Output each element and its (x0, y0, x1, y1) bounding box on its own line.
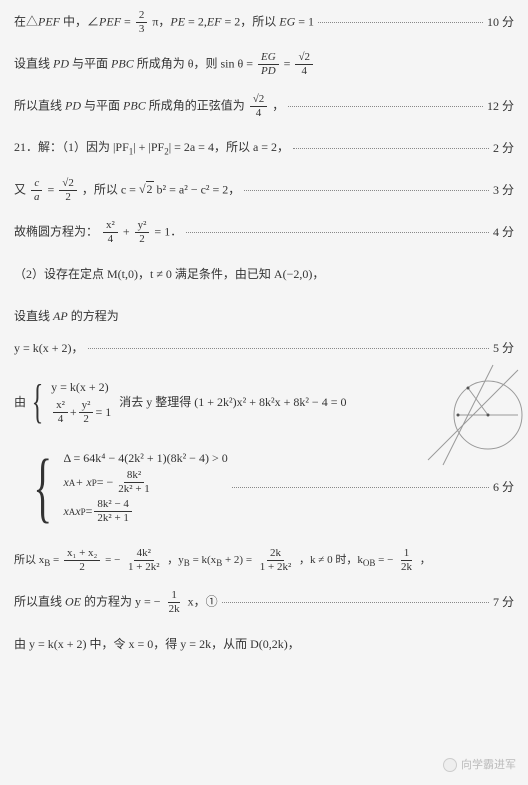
score-label: 4 分 (493, 224, 514, 241)
text: 21．解：（1）因为 |PF1| + |PF2| = 2a = 4，所以 a =… (14, 139, 289, 158)
step-line: 所以直线 PD 与平面 PBC 所成角的正弦值为 √24 ， 12 分 (14, 92, 514, 120)
step-line: 在△PEF 中，∠PEF = 23 π，PE = 2,EF = 2，所以 EG … (14, 8, 514, 36)
watermark: 向学霸进军 (443, 758, 516, 773)
score-label: 6 分 (493, 479, 514, 496)
step-line: 所以 xB = x₁ + x₂2 = − 4k²1 + 2k² ，yB = k(… (14, 546, 514, 574)
score-label: 10 分 (487, 14, 514, 31)
text: （2）设存在定点 M(t,0)，t ≠ 0 满足条件，由已知 A(−2,0)， (14, 266, 324, 283)
text: 由 y = k(x + 2) 中，令 x = 0，得 y = 2k，从而 D(0… (14, 636, 300, 653)
step-line: 又 ca = √22 ，所以 c = 2 b² = a² − c² = 2， 3… (14, 176, 514, 204)
text: 故椭圆方程为： x²4 + y²2 = 1． (14, 220, 182, 245)
leader-dots (288, 106, 483, 107)
brace-block: { y = k(x + 2) x²4 + y²2 = 1 (26, 377, 111, 427)
score-label: 12 分 (487, 98, 514, 115)
geometry-diagram (418, 360, 528, 470)
score-label: 7 分 (493, 594, 514, 611)
text: 由 (14, 394, 26, 411)
watermark-text: 向学霸进军 (461, 758, 516, 773)
watermark-icon (443, 758, 457, 772)
step-line: 由 y = k(x + 2) 中，令 x = 0，得 y = 2k，从而 D(0… (14, 630, 514, 658)
step-line: y = k(x + 2)， 5 分 (14, 334, 514, 362)
score-label: 2 分 (493, 140, 514, 157)
leader-dots (186, 232, 489, 233)
text: y = k(x + 2)， (14, 340, 84, 357)
text: 所以 xB = x₁ + x₂2 = − 4k²1 + 2k² ，yB = k(… (14, 548, 431, 573)
text: 设直线 PD 与平面 PBC 所成角为 θ，则 sin θ = EGPD = √… (14, 52, 315, 77)
leader-dots (232, 487, 489, 488)
text: 又 ca = √22 ，所以 c = 2 b² = a² − c² = 2， (14, 178, 240, 203)
text: 在△PEF 中，∠PEF = 23 π，PE = 2,EF = 2，所以 EG … (14, 10, 314, 35)
step-line: 设直线 PD 与平面 PBC 所成角为 θ，则 sin θ = EGPD = √… (14, 50, 514, 78)
text: 所以直线 PD 与平面 PBC 所成角的正弦值为 √24 ， (14, 94, 284, 119)
step-line: （2）设存在定点 M(t,0)，t ≠ 0 满足条件，由已知 A(−2,0)， (14, 260, 514, 288)
leader-dots (293, 148, 489, 149)
step-line: 设直线 AP 的方程为 (14, 302, 514, 330)
text: 设直线 AP 的方程为 (14, 308, 119, 325)
leader-dots (244, 190, 489, 191)
leader-dots (222, 602, 489, 603)
brace-block: { Δ = 64k⁴ − 4(2k² + 1)(8k² − 4) > 0 xA … (24, 448, 228, 527)
text: 消去 y 整理得 (1 + 2k²)x² + 8k²x + 8k² − 4 = … (119, 394, 346, 411)
leader-dots (318, 22, 483, 23)
step-line: 所以直线 OE 的方程为 y = − 12k x，① 7 分 (14, 588, 514, 616)
score-label: 3 分 (493, 182, 514, 199)
score-label: 5 分 (493, 340, 514, 357)
step-line: 故椭圆方程为： x²4 + y²2 = 1． 4 分 (14, 218, 514, 246)
step-line: 21．解：（1）因为 |PF1| + |PF2| = 2a = 4，所以 a =… (14, 134, 514, 162)
text: 所以直线 OE 的方程为 y = − 12k x，① (14, 590, 218, 615)
leader-dots (88, 348, 489, 349)
